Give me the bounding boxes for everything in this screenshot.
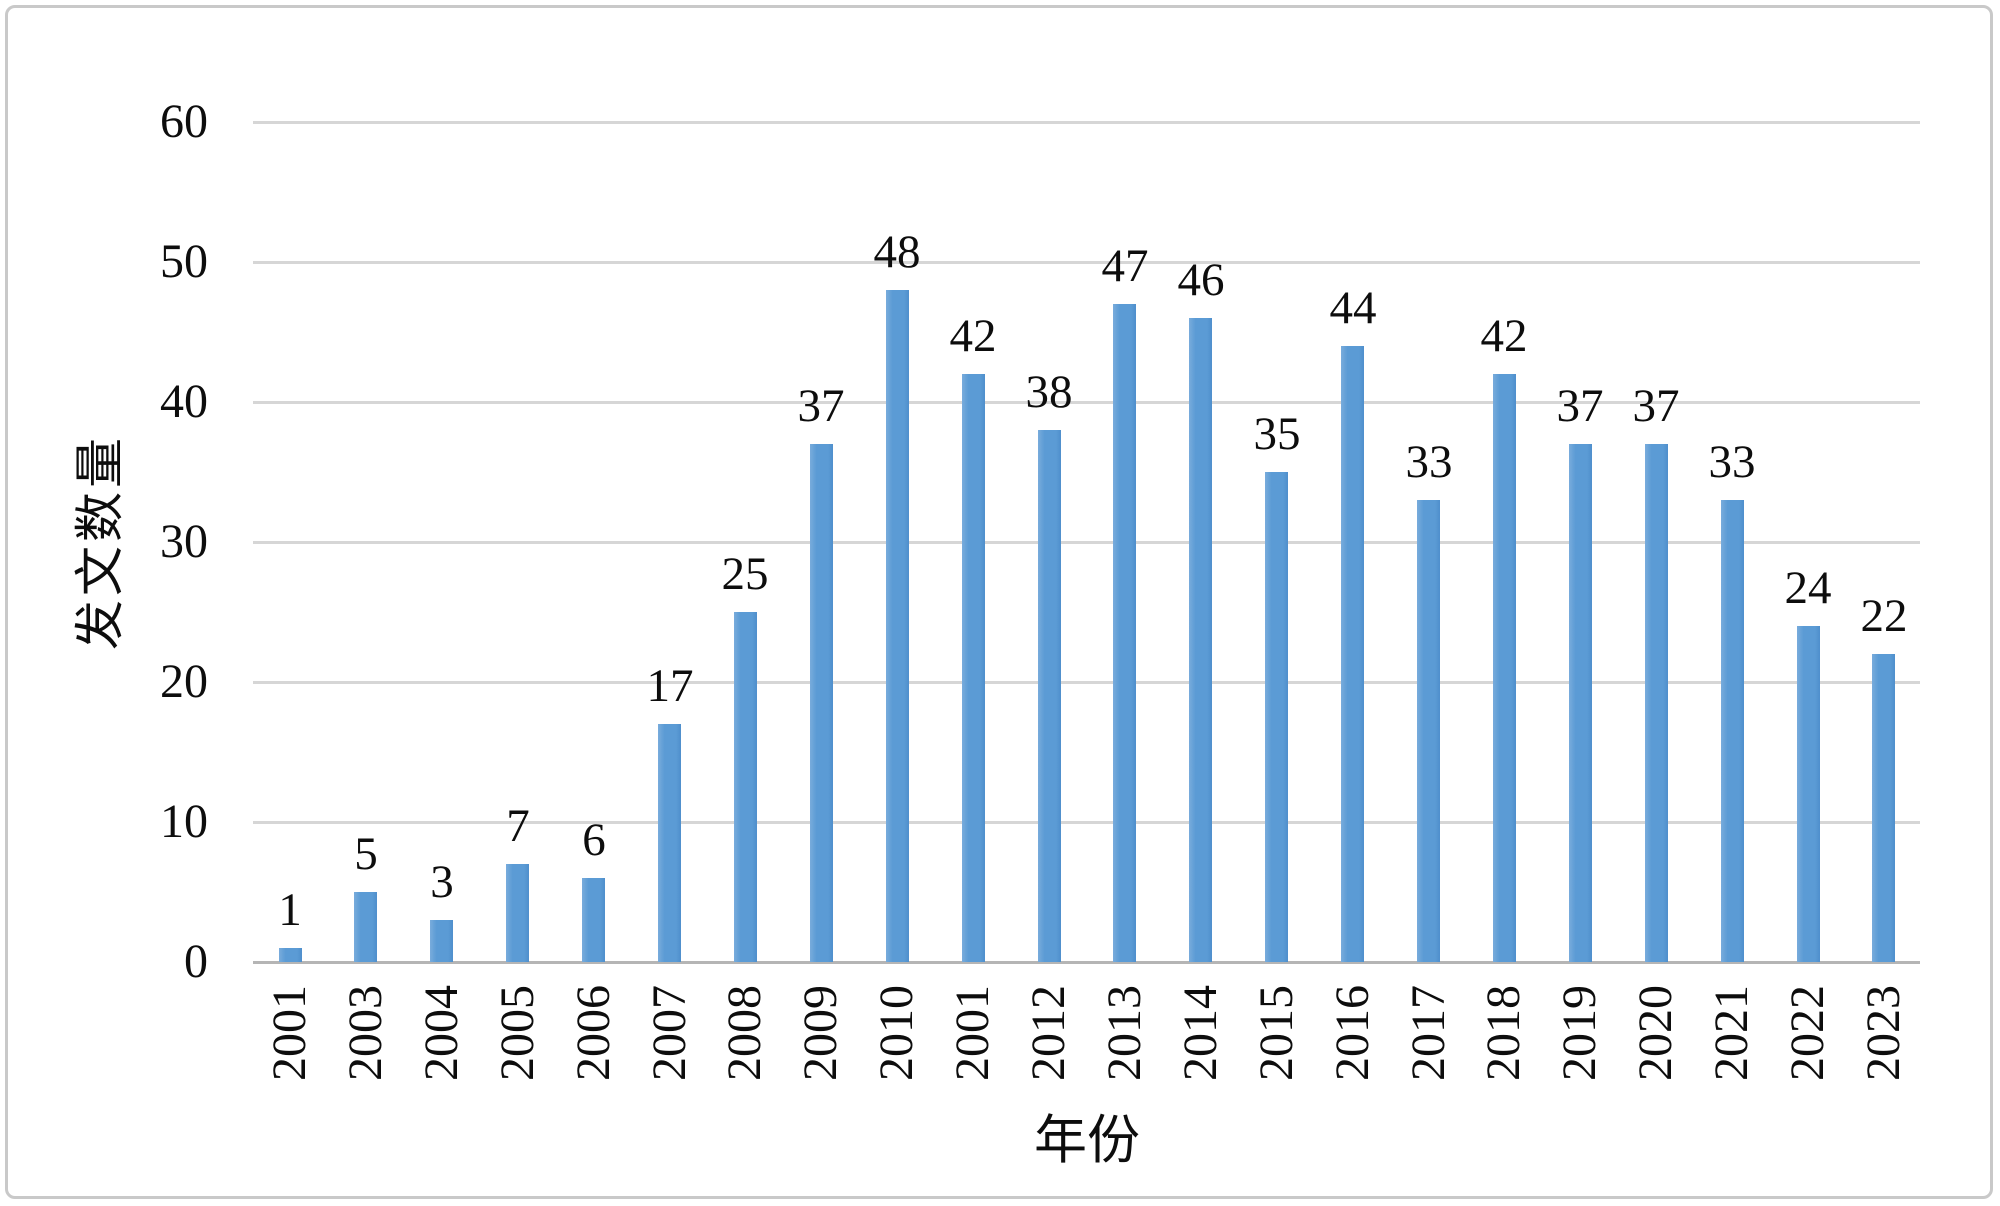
bar-value-label-19: 33 [1708,436,1756,488]
y-tick-label-20: 20 [160,655,208,708]
bar-value-label-16: 42 [1480,310,1528,362]
bar-2022-20 [1797,626,1820,962]
bar-value-label-10: 38 [1025,366,1073,418]
bar-value-label-1: 5 [354,828,378,880]
y-tick-label-50: 50 [160,235,208,288]
bar-2001-0 [279,948,302,962]
bar-value-label-13: 35 [1253,408,1301,460]
bar-2015-13 [1265,472,1288,962]
bar-2009-7 [810,444,833,962]
x-tick-label-2: 2004 [415,985,468,1081]
bar-2008-6 [734,612,757,962]
y-tick-label-60: 60 [160,95,208,148]
bar-value-label-0: 1 [278,884,302,936]
bar-value-label-2: 3 [430,856,454,908]
bar-value-label-15: 33 [1405,436,1453,488]
gridline-60 [253,121,1920,124]
x-tick-label-1: 2003 [339,985,392,1081]
bar-2021-19 [1721,500,1744,962]
x-tick-label-14: 2016 [1326,985,1379,1081]
x-tick-label-3: 2005 [491,985,544,1081]
x-axis-title: 年份 [1034,1112,1140,1170]
bar-2007-5 [658,724,681,962]
bar-2004-2 [430,920,453,962]
x-tick-label-19: 2021 [1705,985,1758,1081]
bar-value-label-9: 42 [949,310,997,362]
bar-value-label-6: 25 [721,548,769,600]
bar-2005-3 [506,864,529,962]
gridline-40 [253,401,1920,404]
y-tick-label-0: 0 [184,935,208,988]
x-tick-label-20: 2022 [1781,985,1834,1081]
bar-value-label-4: 6 [582,814,606,866]
x-tick-label-7: 2009 [794,985,847,1081]
gridline-30 [253,541,1920,544]
x-tick-label-5: 2007 [643,985,696,1081]
bar-value-label-14: 44 [1329,282,1377,334]
y-tick-label-30: 30 [160,515,208,568]
bar-value-label-17: 37 [1556,380,1604,432]
x-tick-label-18: 2020 [1629,985,1682,1081]
x-tick-label-13: 2015 [1250,985,1303,1081]
x-tick-label-0: 2001 [263,985,316,1081]
bar-2014-12 [1189,318,1212,962]
bar-value-label-21: 22 [1860,590,1908,642]
x-tick-label-16: 2018 [1477,985,1530,1081]
bar-2003-1 [354,892,377,962]
y-axis-title: 发文数量 [72,434,128,650]
bar-2001-9 [962,374,985,962]
x-tick-label-15: 2017 [1402,985,1455,1081]
bar-2017-15 [1417,500,1440,962]
gridline-10 [253,821,1920,824]
bar-2013-11 [1113,304,1136,962]
y-tick-label-40: 40 [160,375,208,428]
bar-2018-16 [1493,374,1516,962]
x-tick-label-6: 2008 [718,985,771,1081]
bar-value-label-12: 46 [1177,254,1225,306]
bar-value-label-18: 37 [1632,380,1680,432]
bar-value-label-7: 37 [797,380,845,432]
bar-value-label-20: 24 [1784,562,1832,614]
bar-2019-17 [1569,444,1592,962]
bar-2006-4 [582,878,605,962]
bar-value-label-8: 48 [873,226,921,278]
gridline-50 [253,261,1920,264]
gridline-20 [253,681,1920,684]
x-tick-label-8: 2010 [870,985,923,1081]
bar-value-label-3: 7 [506,800,530,852]
x-tick-label-21: 2023 [1857,985,1910,1081]
bar-value-label-5: 17 [646,660,694,712]
x-tick-label-4: 2006 [567,985,620,1081]
bar-2023-21 [1872,654,1895,962]
bar-2020-18 [1645,444,1668,962]
bar-value-label-11: 47 [1101,240,1149,292]
bar-2012-10 [1038,430,1061,962]
x-tick-label-17: 2019 [1553,985,1606,1081]
bar-2016-14 [1341,346,1364,962]
y-tick-label-10: 10 [160,795,208,848]
x-axis-line [253,961,1920,964]
bar-2010-8 [886,290,909,962]
